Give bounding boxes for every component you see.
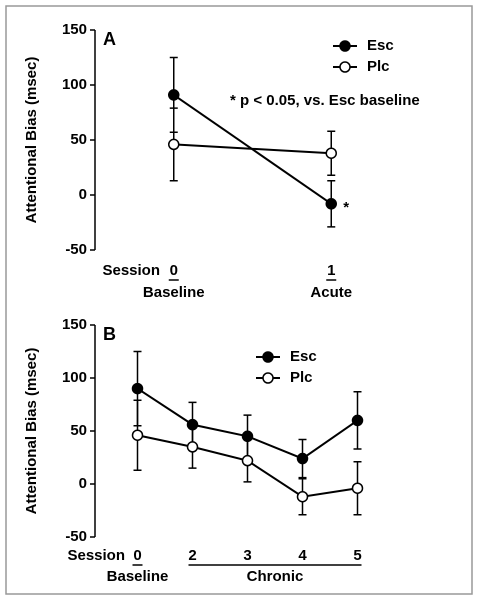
x-tick-label: 2 (188, 547, 196, 564)
data-point (168, 89, 180, 101)
y-axis-label: Attentional Bias (msec) (23, 348, 40, 515)
panel-label: A (103, 29, 116, 49)
significance-mark: * (343, 199, 349, 216)
group-label: Baseline (107, 568, 169, 585)
y-tick-label: 0 (79, 475, 87, 492)
annotation: * p < 0.05, vs. Esc baseline (230, 92, 420, 109)
x-tick-label: 0 (170, 262, 178, 279)
y-axis-label: Attentional Bias (msec) (23, 57, 40, 224)
y-tick-label: -50 (65, 241, 87, 258)
x-tick-label: 4 (298, 547, 307, 564)
x-tick-label: 3 (243, 547, 251, 564)
data-point (325, 198, 337, 210)
data-point (186, 441, 199, 453)
group-label: Chronic (247, 568, 304, 585)
y-tick-label: 150 (62, 21, 87, 38)
legend-label: Plc (290, 369, 313, 386)
group-label: Baseline (143, 284, 205, 301)
data-point (131, 382, 144, 395)
x-tick-label: 1 (327, 262, 335, 279)
data-point (325, 147, 337, 159)
series-line (173, 143, 332, 155)
data-point (351, 482, 364, 494)
x-tick-label: 5 (353, 547, 361, 564)
x-axis-label: Session (102, 262, 160, 279)
data-point (241, 430, 254, 443)
data-point (296, 490, 309, 503)
panel-label: B (103, 324, 116, 344)
legend-marker (339, 61, 351, 73)
legend-label: Plc (367, 58, 390, 75)
data-point (186, 418, 199, 431)
legend-marker (262, 351, 274, 363)
legend-label: Esc (290, 348, 317, 365)
y-tick-label: 100 (62, 76, 87, 93)
y-tick-label: 150 (62, 316, 87, 333)
frame (5, 5, 473, 595)
legend-marker (262, 372, 274, 384)
y-tick-label: 50 (70, 131, 87, 148)
y-tick-label: 0 (79, 186, 87, 203)
group-label: Acute (310, 284, 352, 301)
y-tick-label: -50 (65, 528, 87, 545)
data-point (351, 414, 364, 427)
data-point (168, 138, 180, 151)
data-point (296, 452, 309, 465)
x-axis-label: Session (67, 547, 125, 564)
x-tick-label: 0 (133, 547, 141, 564)
data-point (241, 454, 254, 467)
y-tick-label: 50 (70, 422, 87, 439)
data-point (131, 429, 144, 441)
legend-label: Esc (367, 37, 394, 54)
legend-marker (339, 40, 351, 52)
y-tick-label: 100 (62, 369, 87, 386)
